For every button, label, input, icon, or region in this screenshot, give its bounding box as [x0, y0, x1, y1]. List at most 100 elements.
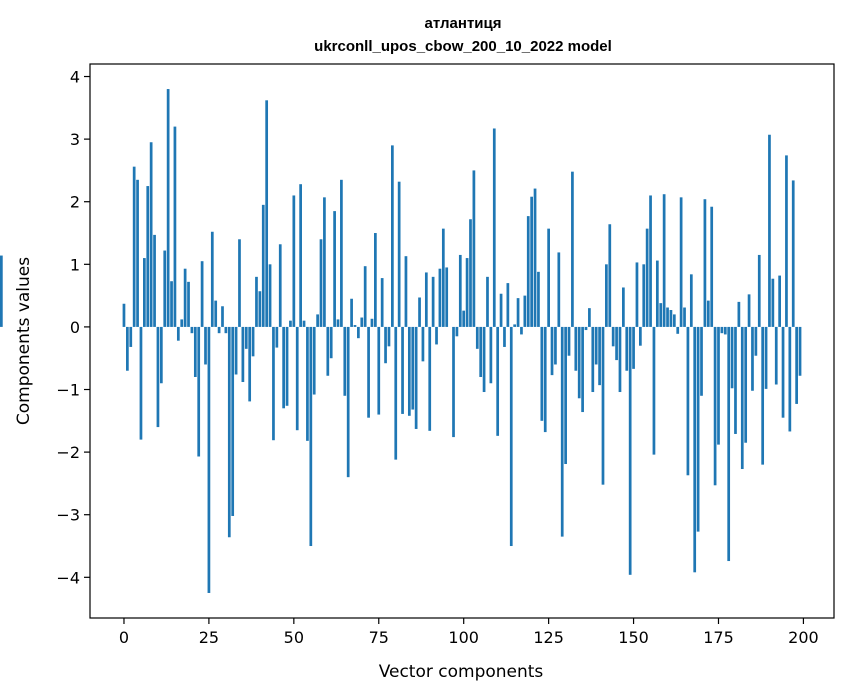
bar — [550, 326, 554, 376]
bar — [204, 326, 207, 365]
bar — [173, 126, 177, 327]
bar — [441, 228, 445, 327]
bar — [268, 264, 272, 327]
bar — [452, 326, 455, 438]
bar — [683, 307, 686, 327]
bar — [153, 234, 156, 327]
bar — [785, 155, 788, 327]
bar — [506, 283, 510, 327]
x-axis-label: Vector components — [379, 662, 544, 682]
bar — [652, 326, 656, 455]
bar — [788, 326, 792, 432]
bar — [571, 171, 574, 327]
bar — [598, 326, 601, 386]
bar — [601, 326, 605, 485]
bar — [227, 326, 231, 538]
bar — [159, 326, 163, 384]
x-tick-label: 0 — [119, 628, 129, 647]
bar — [482, 326, 486, 393]
bar — [540, 326, 544, 421]
bar — [217, 326, 221, 334]
x-tick-label: 200 — [788, 628, 819, 647]
y-tick-label: −1 — [56, 381, 80, 400]
bar — [312, 326, 316, 395]
bar — [401, 326, 404, 414]
bar — [234, 326, 238, 375]
bar — [625, 326, 629, 371]
bar — [333, 211, 336, 327]
bar — [754, 326, 758, 356]
bar — [435, 326, 438, 345]
bar — [730, 326, 734, 389]
bar — [0, 255, 3, 327]
y-tick-label: 1 — [70, 255, 80, 274]
bar — [757, 254, 761, 327]
bar — [455, 326, 459, 337]
bar — [557, 252, 561, 327]
bar — [554, 326, 557, 365]
bar — [367, 326, 370, 418]
bar — [289, 320, 292, 327]
bar — [465, 258, 469, 327]
bar — [693, 326, 697, 573]
bar — [176, 326, 180, 341]
bar — [387, 326, 391, 347]
y-tick-label: 4 — [70, 68, 80, 87]
bar — [672, 314, 676, 327]
bar — [431, 276, 435, 327]
bar — [255, 276, 258, 327]
bar — [462, 310, 466, 327]
bar — [764, 326, 768, 389]
bar — [744, 326, 748, 443]
bar — [564, 326, 567, 465]
bar — [710, 206, 714, 327]
bar — [537, 271, 540, 327]
bar — [761, 326, 765, 465]
bar — [526, 216, 530, 327]
bar — [513, 324, 517, 327]
bar — [129, 326, 133, 347]
bar — [424, 272, 428, 327]
bar — [295, 326, 299, 431]
bar — [126, 326, 129, 371]
bar — [241, 326, 245, 383]
bar — [628, 326, 632, 575]
bar — [615, 326, 618, 361]
bar — [706, 300, 710, 327]
bar — [662, 194, 666, 327]
bar — [659, 303, 663, 327]
bar — [248, 326, 252, 402]
bar — [737, 301, 741, 327]
bar — [751, 326, 754, 391]
bar — [414, 326, 418, 429]
bar — [139, 326, 143, 440]
bar — [374, 233, 377, 327]
x-tick-label: 50 — [284, 628, 304, 647]
bar — [622, 287, 625, 327]
bar — [669, 310, 673, 327]
bar — [438, 268, 442, 327]
bar — [768, 134, 771, 327]
bar — [717, 326, 720, 445]
y-tick-label: −2 — [56, 443, 80, 462]
x-tick-label: 150 — [618, 628, 649, 647]
bar — [686, 326, 690, 476]
chart-subtitle: ukrconll_upos_cbow_200_10_2022 model — [314, 38, 612, 55]
bar — [740, 326, 744, 470]
bar — [197, 326, 201, 457]
bar — [584, 326, 588, 331]
bar — [251, 326, 255, 357]
y-tick-label: −4 — [56, 568, 80, 587]
bar — [421, 326, 425, 362]
bar — [346, 326, 350, 478]
y-tick-label: 0 — [70, 318, 80, 337]
bar — [258, 291, 262, 327]
bar — [560, 326, 564, 537]
bar — [323, 197, 326, 327]
bar — [781, 326, 785, 418]
bar — [143, 258, 146, 327]
bar — [214, 300, 218, 327]
bar — [588, 308, 591, 327]
bar — [703, 199, 707, 327]
bar — [594, 326, 598, 365]
